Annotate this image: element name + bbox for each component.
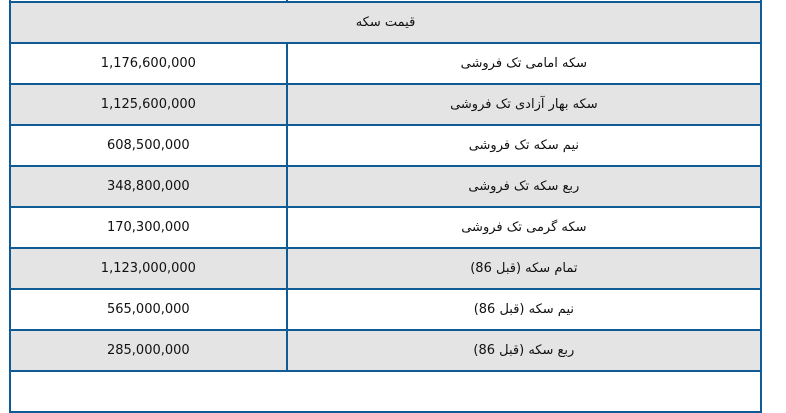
table-row: 1,123,000,000 تمام سکه (قبل 86) bbox=[9, 247, 763, 290]
price-cell: 1,125,600,000 bbox=[9, 83, 288, 126]
price-cell: 565,000,000 bbox=[9, 288, 288, 331]
price-cell: 285,000,000 bbox=[9, 329, 288, 372]
table-title: قیمت سکه bbox=[9, 1, 762, 44]
table-row: 565,000,000 نیم سکه (قبل 86) bbox=[9, 288, 763, 331]
table-row: 1,125,600,000 سکه بهار آزادی تک فروشی bbox=[9, 83, 763, 126]
price-cell: 1,176,600,000 bbox=[9, 42, 288, 85]
table-header: قیمت سکه bbox=[9, 1, 762, 44]
price-cell: 348,800,000 bbox=[9, 165, 288, 208]
table-row-next bbox=[9, 370, 762, 413]
table-row: 1,176,600,000 سکه امامی تک فروشی bbox=[9, 42, 763, 85]
coin-name-cell: سکه بهار آزادی تک فروشی bbox=[285, 83, 763, 126]
price-cell: 1,123,000,000 bbox=[9, 247, 288, 290]
table-row: 348,800,000 ربع سکه تک فروشی bbox=[9, 165, 763, 208]
table-row: 170,300,000 سکه گرمی تک فروشی bbox=[9, 206, 763, 249]
coin-name-cell: سکه امامی تک فروشی bbox=[285, 42, 763, 85]
coin-name-cell: تمام سکه (قبل 86) bbox=[285, 247, 763, 290]
coin-name-cell: ربع سکه تک فروشی bbox=[285, 165, 763, 208]
coin-name-cell: نیم سکه تک فروشی bbox=[285, 124, 763, 167]
coin-name-cell: ربع سکه (قبل 86) bbox=[285, 329, 763, 372]
coin-name-cell: نیم سکه (قبل 86) bbox=[285, 288, 763, 331]
table-row: 608,500,000 نیم سکه تک فروشی bbox=[9, 124, 763, 167]
coin-name-cell: سکه گرمی تک فروشی bbox=[285, 206, 763, 249]
table-row: 285,000,000 ربع سکه (قبل 86) bbox=[9, 329, 763, 372]
coin-price-table: قیمت سکه 1,176,600,000 سکه امامی تک فروشی… bbox=[9, 0, 763, 413]
price-cell: 170,300,000 bbox=[9, 206, 288, 249]
price-cell: 608,500,000 bbox=[9, 124, 288, 167]
